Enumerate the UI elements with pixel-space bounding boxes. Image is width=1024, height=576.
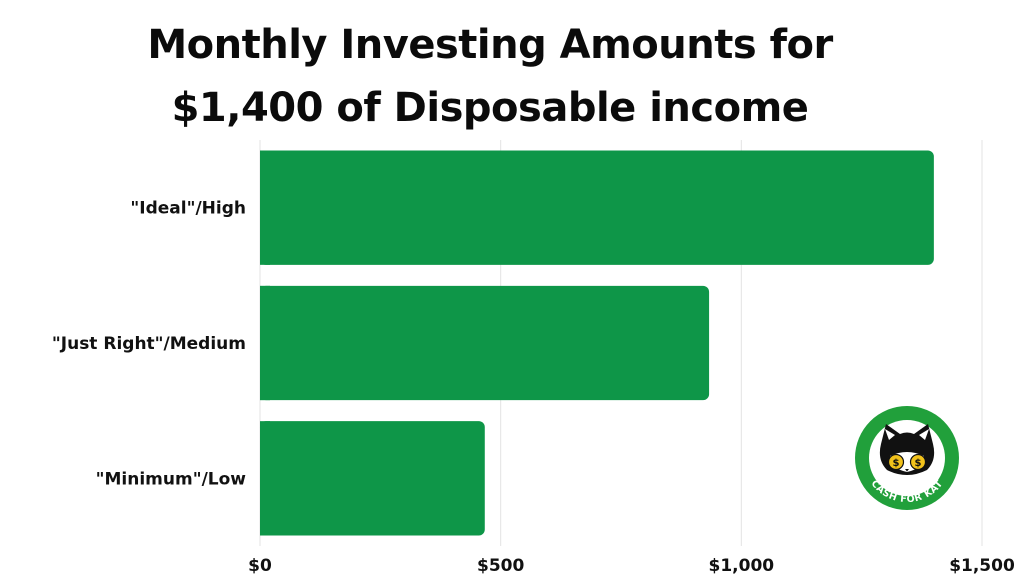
svg-text:$: $ [915, 458, 922, 469]
bar-left-edge [260, 150, 270, 265]
category-label: "Minimum"/Low [96, 469, 247, 489]
bar [260, 421, 485, 536]
x-axis-tick-labels: $0 $500 $1,000 $1,500 [248, 556, 1015, 576]
x-tick-label: $1,500 [949, 556, 1015, 576]
chart-title-line-2: $1,400 of Disposable income [171, 85, 809, 131]
bar [260, 285, 710, 401]
bar [260, 150, 934, 265]
svg-text:$: $ [893, 458, 900, 469]
chart-title-line-1: Monthly Investing Amounts for [147, 22, 833, 68]
category-label: "Just Right"/Medium [52, 334, 246, 354]
cat-face-icon: $ $ [879, 424, 935, 475]
cash-for-kat-logo: $ $ CASH FOR KAT [855, 406, 959, 510]
bar-left-edge [260, 285, 270, 401]
bars [260, 150, 934, 536]
category-labels: "Ideal"/High "Just Right"/Medium "Minimum"… [52, 199, 246, 490]
x-tick-label: $1,000 [709, 556, 775, 576]
category-label: "Ideal"/High [130, 199, 246, 219]
bar-left-edge [260, 421, 270, 536]
x-tick-label: $500 [477, 556, 524, 576]
x-tick-label: $0 [248, 556, 272, 576]
